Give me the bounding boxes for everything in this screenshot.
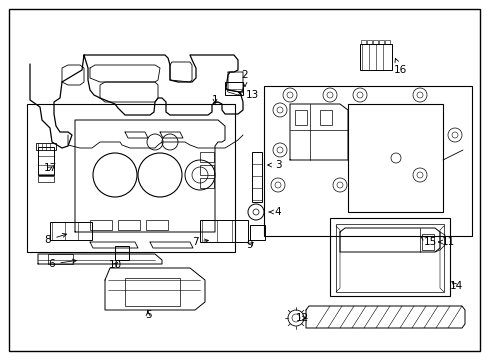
Bar: [224, 82, 243, 95]
Text: 1: 1: [211, 95, 218, 105]
Text: 9: 9: [246, 240, 253, 250]
Text: 15: 15: [420, 236, 436, 247]
Bar: [115, 246, 129, 260]
Bar: [200, 165, 214, 175]
Text: 16: 16: [392, 58, 406, 75]
Bar: [359, 44, 391, 70]
Text: 6: 6: [49, 259, 76, 269]
Text: 7: 7: [191, 237, 208, 247]
Text: 8: 8: [44, 233, 66, 245]
Bar: [319, 110, 331, 125]
Bar: [366, 40, 371, 44]
Bar: [200, 220, 247, 242]
Bar: [360, 40, 365, 44]
Bar: [421, 234, 433, 250]
Bar: [50, 222, 92, 240]
Bar: [38, 147, 54, 175]
Text: 17: 17: [43, 163, 57, 173]
Bar: [200, 178, 214, 188]
Bar: [329, 218, 449, 296]
Bar: [372, 40, 377, 44]
Text: 13: 13: [238, 90, 258, 100]
Bar: [118, 220, 140, 230]
Bar: [146, 220, 168, 230]
Bar: [335, 224, 443, 292]
Bar: [251, 152, 262, 202]
Bar: [264, 86, 471, 236]
Text: 10: 10: [108, 260, 122, 270]
Bar: [38, 176, 54, 182]
Bar: [200, 152, 214, 162]
Text: 3: 3: [267, 160, 281, 170]
Bar: [249, 225, 264, 240]
Bar: [347, 104, 442, 212]
Bar: [125, 278, 180, 306]
Bar: [384, 40, 389, 44]
Text: 14: 14: [448, 281, 462, 291]
Text: 5: 5: [144, 310, 151, 320]
Text: 4: 4: [268, 207, 281, 217]
Bar: [36, 143, 56, 150]
Bar: [90, 220, 112, 230]
Bar: [27, 104, 235, 252]
Bar: [378, 40, 383, 44]
Bar: [294, 110, 306, 125]
Text: 11: 11: [438, 237, 454, 247]
Text: 12: 12: [295, 313, 308, 323]
Bar: [48, 254, 73, 264]
Text: 2: 2: [241, 70, 248, 86]
